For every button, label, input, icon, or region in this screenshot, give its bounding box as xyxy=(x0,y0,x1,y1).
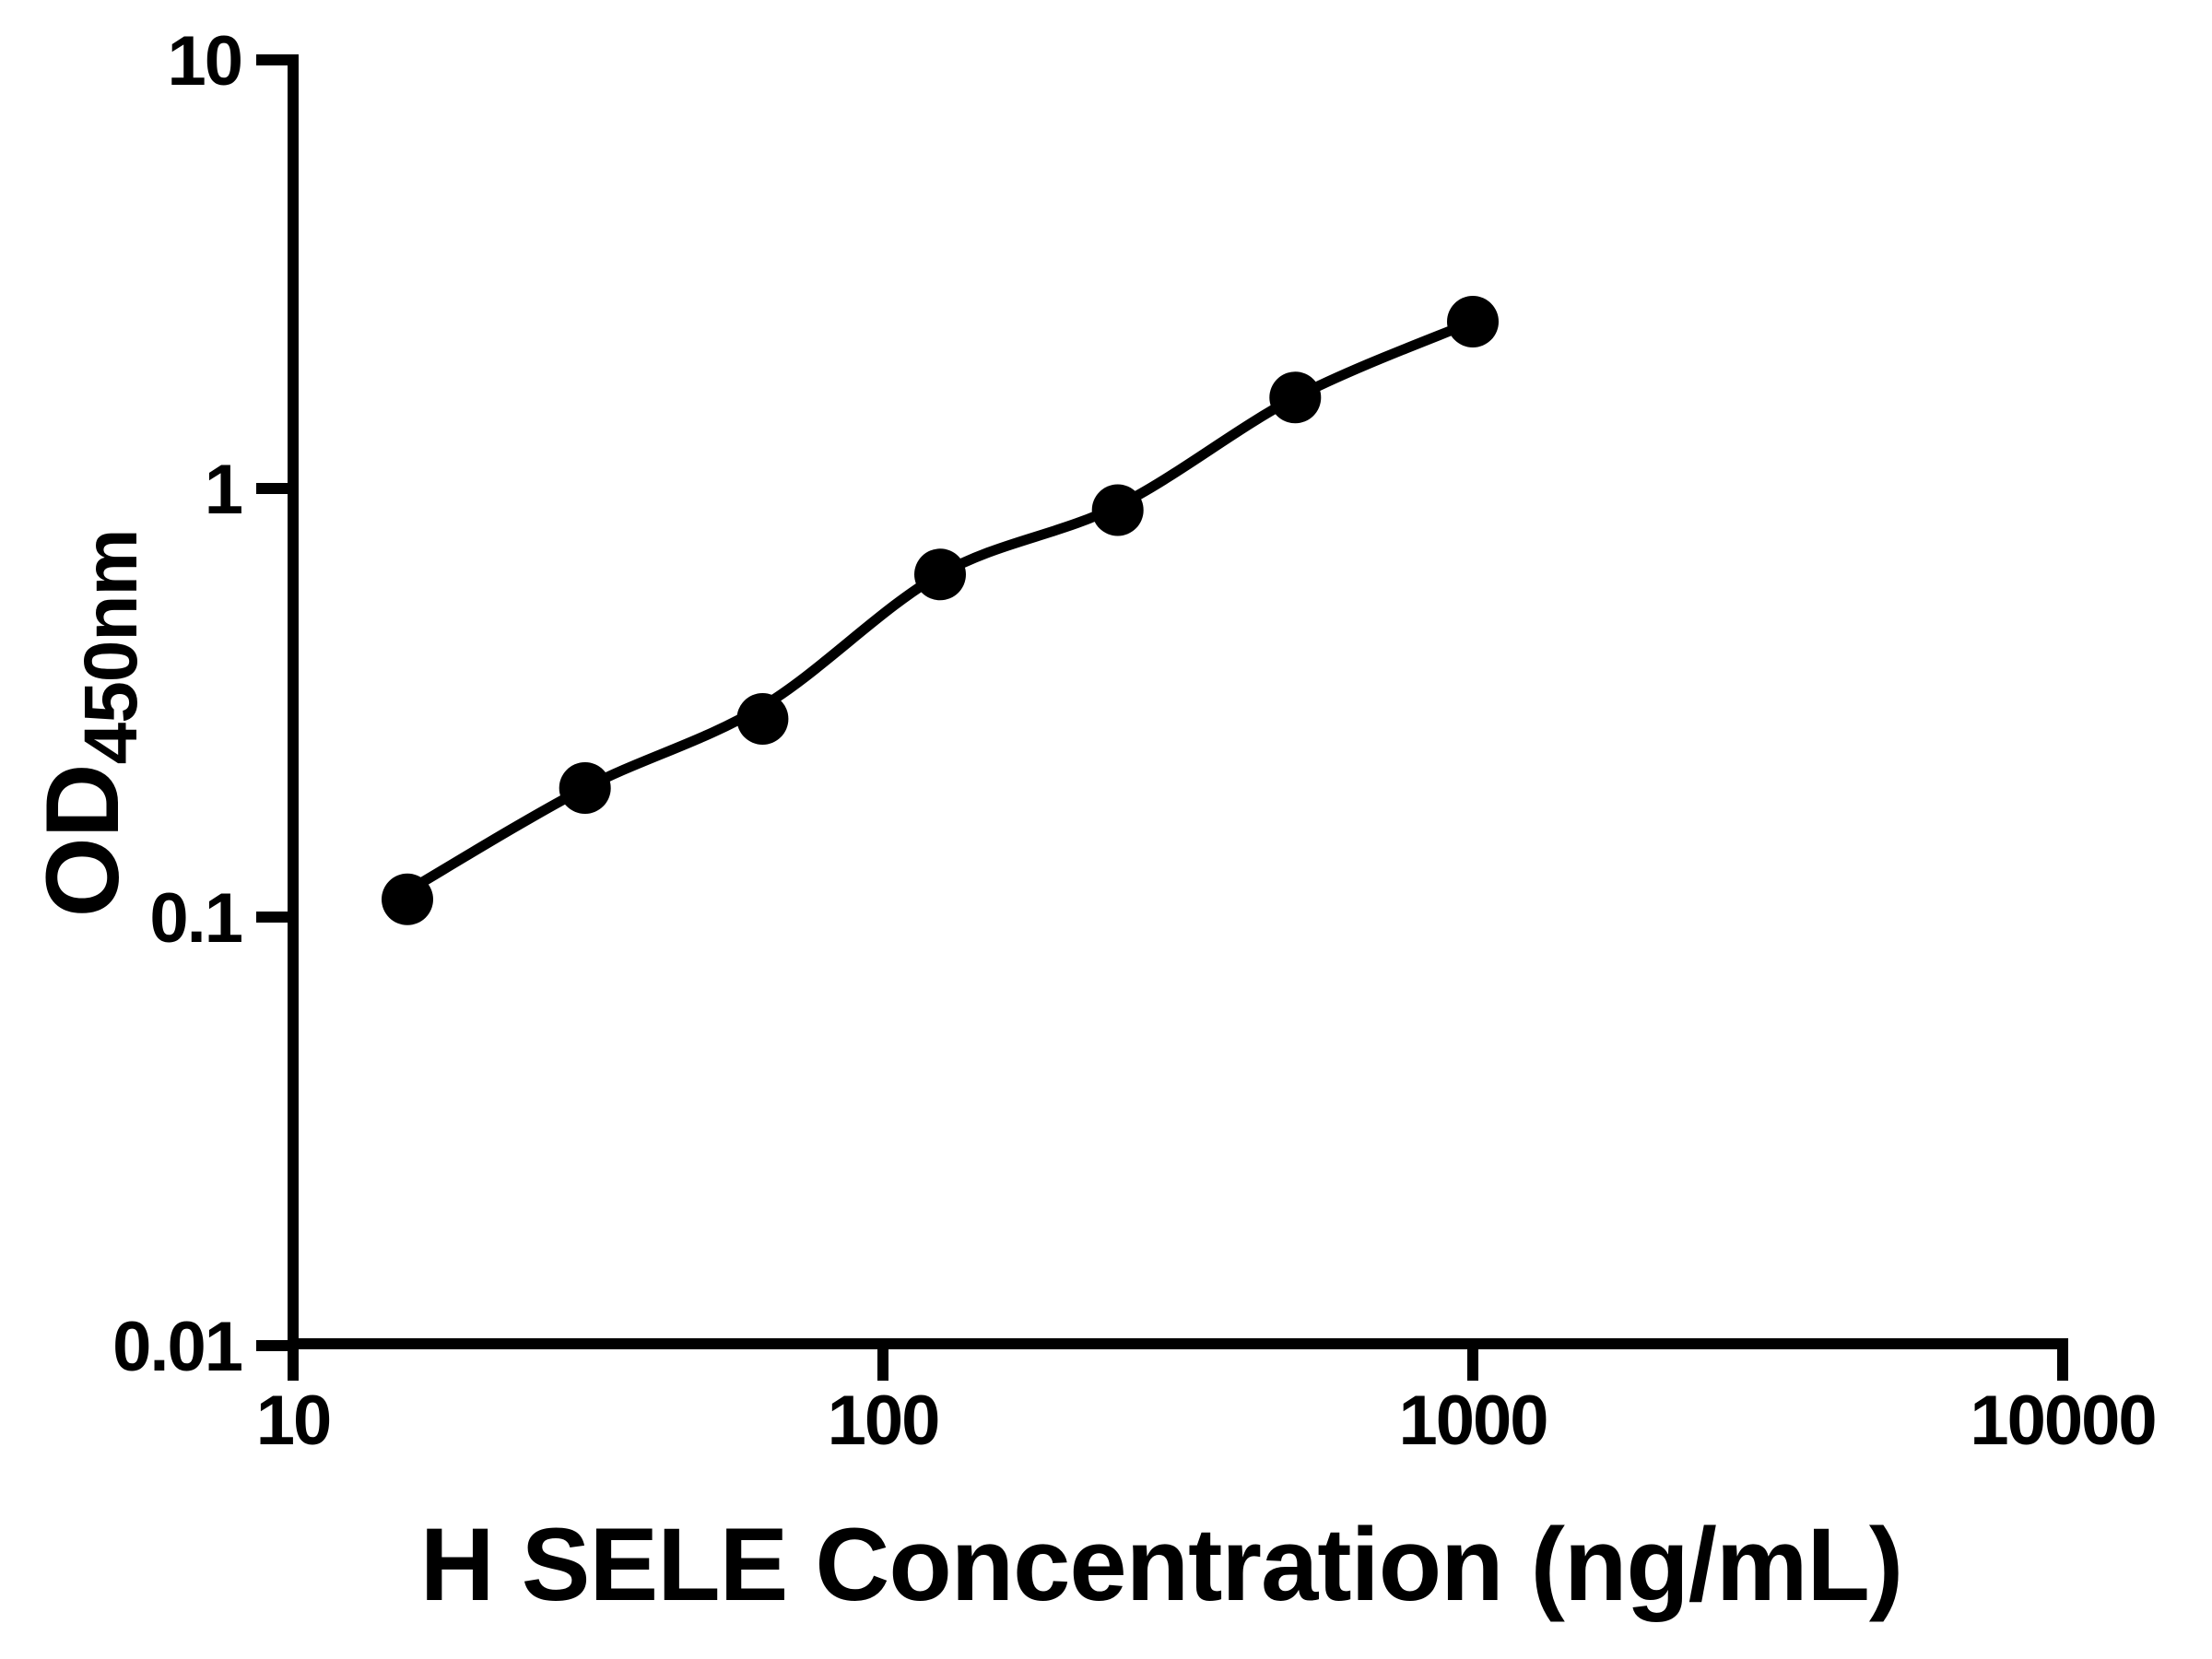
data-point xyxy=(382,873,433,925)
tick-marks xyxy=(256,54,2068,1381)
data-point xyxy=(1447,296,1499,347)
x-axis-title-text: H SELE Concentration (ng/mL) xyxy=(419,1507,1903,1622)
x-tick-label: 10000 xyxy=(1970,1382,2155,1460)
data-point xyxy=(1091,484,1144,536)
data-point xyxy=(1269,371,1322,424)
axes xyxy=(288,54,2068,1381)
x-axis-title: H SELE Concentration (ng/mL) xyxy=(420,1513,1903,1617)
x-tick-label: 1000 xyxy=(1398,1382,1547,1460)
x-tick-label: 100 xyxy=(828,1382,939,1460)
y-tick-label: 1 xyxy=(205,451,242,529)
y-tick-label: 0.1 xyxy=(149,879,241,958)
y-tick-label: 10 xyxy=(167,22,241,100)
data-point xyxy=(736,693,789,745)
y-axis-title: OD450nm xyxy=(25,530,153,918)
data-points xyxy=(382,296,1499,925)
data-point xyxy=(559,762,611,814)
y-axis-title-subscript: 450nm xyxy=(69,529,153,765)
data-point xyxy=(914,548,966,601)
y-tick-label: 0.01 xyxy=(112,1308,242,1386)
y-axis-title-main: OD xyxy=(25,764,140,918)
x-tick-label: 10 xyxy=(256,1382,331,1460)
